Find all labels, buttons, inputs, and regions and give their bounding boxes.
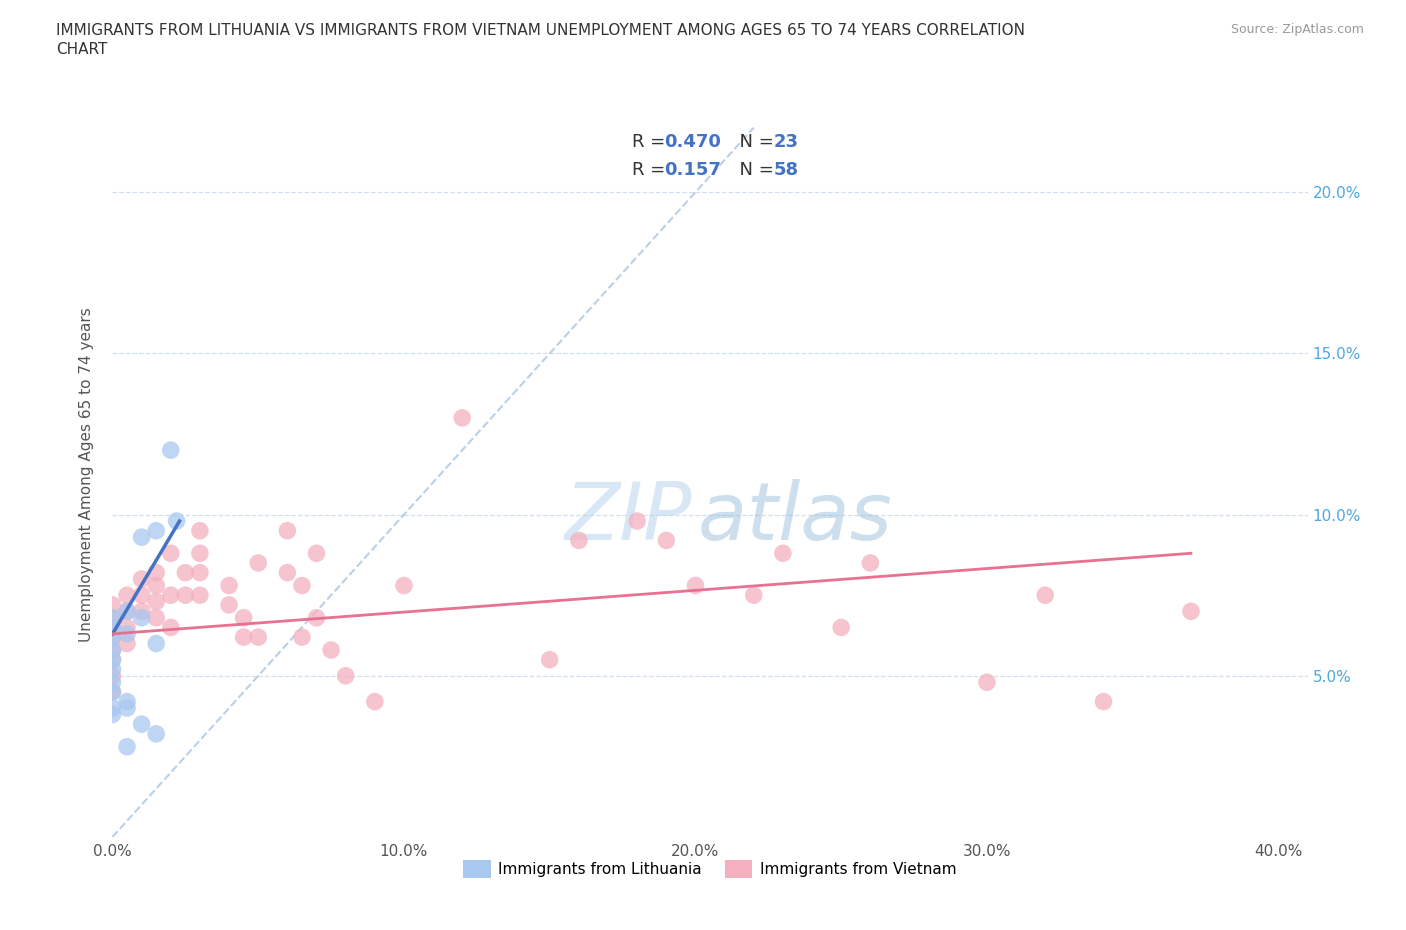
Point <box>232 630 254 644</box>
Point <box>335 669 357 684</box>
Point <box>101 630 124 644</box>
Y-axis label: Unemployment Among Ages 65 to 74 years: Unemployment Among Ages 65 to 74 years <box>79 307 94 642</box>
Point <box>145 636 167 651</box>
Point <box>101 707 124 722</box>
Point <box>145 594 167 609</box>
Point <box>145 578 167 593</box>
Point <box>174 588 197 603</box>
Point <box>145 726 167 741</box>
Point <box>319 643 342 658</box>
Point <box>276 565 298 580</box>
Point <box>305 610 328 625</box>
Point <box>131 530 153 545</box>
Point <box>131 610 153 625</box>
Point <box>115 588 138 603</box>
Point <box>115 627 138 642</box>
Point <box>976 675 998 690</box>
Point <box>174 565 197 580</box>
Point <box>159 546 181 561</box>
Text: N =: N = <box>728 161 779 179</box>
Point <box>115 739 138 754</box>
Point <box>101 669 124 684</box>
Point <box>115 620 138 635</box>
Point <box>101 652 124 667</box>
Point <box>101 610 124 625</box>
Point <box>626 513 648 528</box>
Point <box>159 588 181 603</box>
Point <box>742 588 765 603</box>
Point <box>685 578 707 593</box>
Point <box>392 578 415 593</box>
Point <box>159 443 181 458</box>
Point <box>1092 694 1115 709</box>
Text: N =: N = <box>728 133 779 151</box>
Text: IMMIGRANTS FROM LITHUANIA VS IMMIGRANTS FROM VIETNAM UNEMPLOYMENT AMONG AGES 65 : IMMIGRANTS FROM LITHUANIA VS IMMIGRANTS … <box>56 23 1025 38</box>
Point <box>145 524 167 538</box>
Point <box>232 610 254 625</box>
Point <box>101 610 124 625</box>
Point <box>101 620 124 635</box>
Point <box>188 524 211 538</box>
Point <box>159 620 181 635</box>
Point <box>830 620 852 635</box>
Point <box>364 694 387 709</box>
Point <box>145 565 167 580</box>
Point <box>305 546 328 561</box>
Text: atlas: atlas <box>699 479 893 557</box>
Point <box>131 588 153 603</box>
Point <box>115 604 138 618</box>
Point <box>115 636 138 651</box>
Text: ZIP: ZIP <box>565 479 692 557</box>
Point <box>115 604 138 618</box>
Text: R =: R = <box>633 133 671 151</box>
Point <box>166 513 188 528</box>
Point <box>276 524 298 538</box>
Point <box>188 565 211 580</box>
Point <box>101 662 124 677</box>
Point <box>247 555 270 570</box>
Point <box>188 588 211 603</box>
Point <box>218 578 240 593</box>
Point <box>538 652 561 667</box>
Point <box>101 620 124 635</box>
Point <box>1033 588 1056 603</box>
Point <box>145 610 167 625</box>
Point <box>1180 604 1202 618</box>
Text: 23: 23 <box>773 133 799 151</box>
Point <box>568 533 591 548</box>
Text: R =: R = <box>633 161 678 179</box>
Point <box>131 572 153 587</box>
Point <box>101 597 124 612</box>
Point <box>247 630 270 644</box>
Point <box>291 578 314 593</box>
Text: 58: 58 <box>773 161 799 179</box>
Point <box>131 604 153 618</box>
Point <box>101 652 124 667</box>
Point <box>131 717 153 732</box>
Legend: Immigrants from Lithuania, Immigrants from Vietnam: Immigrants from Lithuania, Immigrants fr… <box>457 854 963 883</box>
Point <box>451 410 474 425</box>
Text: 0.157: 0.157 <box>665 161 721 179</box>
Point <box>101 684 124 699</box>
Point <box>655 533 678 548</box>
Point <box>772 546 794 561</box>
Text: CHART: CHART <box>56 42 108 57</box>
Text: Source: ZipAtlas.com: Source: ZipAtlas.com <box>1230 23 1364 36</box>
Point <box>115 694 138 709</box>
Point <box>101 643 124 658</box>
Point <box>101 630 124 644</box>
Point <box>218 597 240 612</box>
Point <box>101 700 124 715</box>
Point <box>101 675 124 690</box>
Point <box>291 630 314 644</box>
Point <box>859 555 882 570</box>
Point <box>101 643 124 658</box>
Point <box>115 700 138 715</box>
Point <box>188 546 211 561</box>
Point <box>101 684 124 699</box>
Text: 0.470: 0.470 <box>665 133 721 151</box>
